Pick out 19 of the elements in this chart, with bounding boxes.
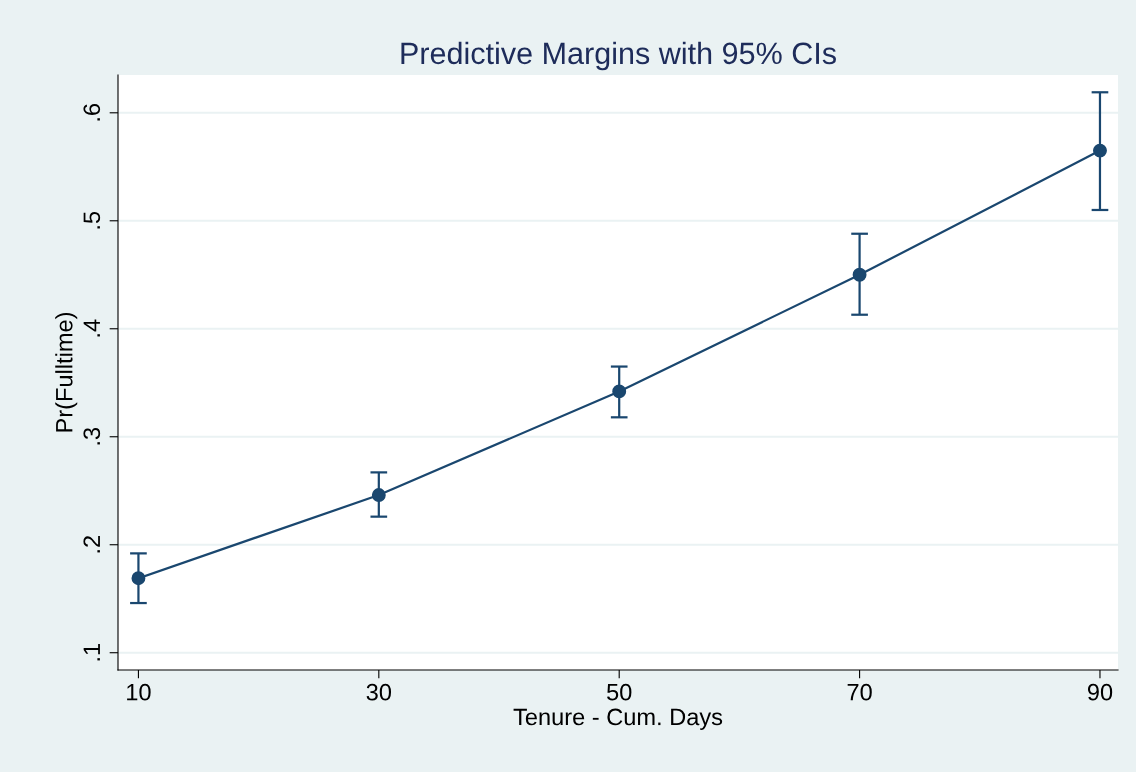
- x-axis-title: Tenure - Cum. Days: [513, 708, 723, 730]
- y-tick-label: .1: [83, 644, 100, 661]
- y-tick-label: .4: [83, 319, 100, 337]
- y-tick-label: .2: [83, 536, 100, 553]
- point: [371, 488, 386, 503]
- y-tick-label: .3: [83, 427, 101, 445]
- y-axis-title: Pr(Fulltime): [55, 312, 78, 432]
- point: [1093, 143, 1107, 158]
- chart-title: Predictive Margins with 95% CIs: [401, 41, 836, 71]
- x-tick-label: 50: [607, 683, 632, 701]
- x-tick-label: 70: [847, 683, 872, 701]
- x-tick-label: 30: [366, 683, 392, 701]
- point: [612, 384, 627, 399]
- x-tick-label: 10: [127, 683, 151, 701]
- point: [852, 267, 867, 282]
- x-tick-label: 90: [1087, 683, 1113, 701]
- y-tick-label: .5: [83, 211, 101, 229]
- point: [131, 571, 146, 586]
- y-tick-label: .6: [83, 103, 101, 121]
